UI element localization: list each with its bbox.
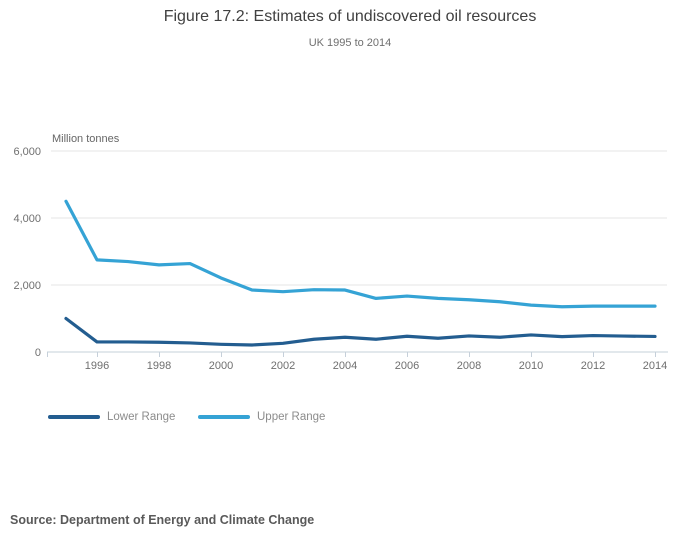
x-tick-label: 1998 — [147, 360, 171, 372]
y-axis-title: Million tonnes — [52, 133, 120, 145]
chart-title: Figure 17.2: Estimates of undiscovered o… — [163, 8, 537, 25]
x-tick-label: 2008 — [457, 360, 481, 372]
legend-swatch-lower-range — [48, 414, 100, 419]
y-tick-label: 4,000 — [13, 213, 41, 225]
x-tick-label: 2004 — [333, 360, 357, 372]
x-tick-label: 2012 — [581, 360, 605, 372]
x-tick-label: 2000 — [209, 360, 233, 372]
legend-item-lower-range[interactable]: Lower Range — [48, 408, 175, 425]
legend-item-upper-range[interactable]: Upper Range — [198, 408, 325, 425]
legend-label-upper-range: Upper Range — [257, 410, 326, 423]
source-note: Source: Department of Energy and Climate… — [10, 513, 315, 527]
chart-subtitle: UK 1995 to 2014 — [308, 37, 392, 49]
legend-label-lower-range: Lower Range — [107, 410, 176, 423]
x-tick-label: 2002 — [271, 360, 295, 372]
legend-swatch-upper-range — [198, 414, 250, 419]
series-line-lower-range[interactable] — [64, 316, 657, 347]
legend: Lower Range Upper Range — [48, 408, 468, 425]
series-line-upper-range[interactable] — [64, 199, 657, 309]
y-tick-label: 6,000 — [13, 146, 41, 158]
x-tick-label: 2014 — [643, 360, 667, 372]
x-tick-label: 2010 — [519, 360, 543, 372]
x-tick-label: 2006 — [395, 360, 419, 372]
y-tick-label: 0 — [35, 347, 41, 359]
y-tick-label: 2,000 — [13, 280, 41, 292]
x-tick-label: 1996 — [85, 360, 109, 372]
